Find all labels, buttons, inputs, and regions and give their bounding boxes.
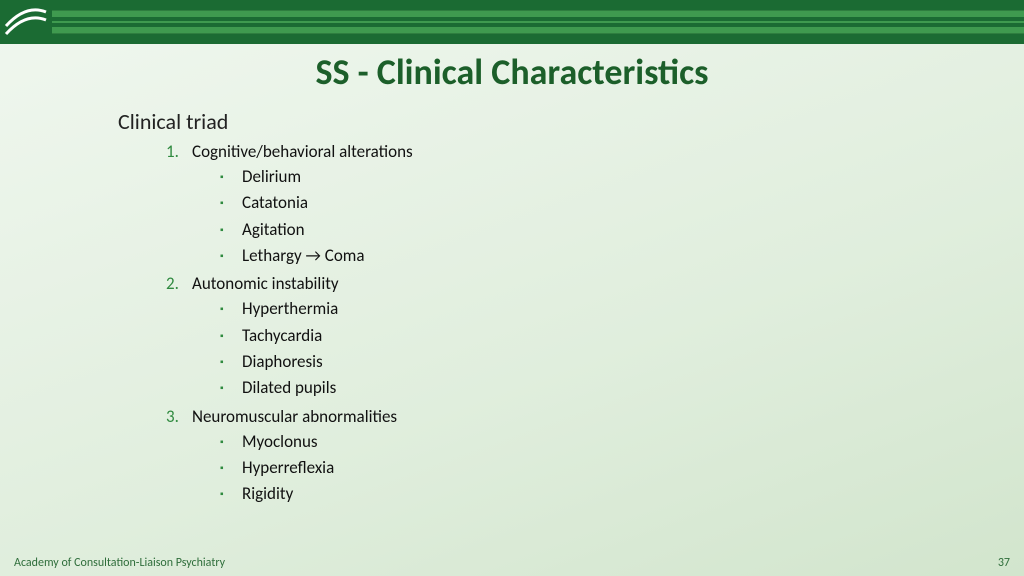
category-label: Autonomic instability bbox=[192, 273, 339, 294]
list-item-text: Catatonia bbox=[242, 192, 308, 213]
list-item-text: Lethargy → Coma bbox=[242, 245, 365, 266]
bullet-icon: ▪ bbox=[220, 486, 242, 502]
list-item: ▪Agitation bbox=[220, 217, 938, 243]
bullet-icon: ▪ bbox=[220, 195, 242, 211]
section-heading: Clinical triad bbox=[118, 108, 938, 135]
slide: SS - Clinical Characteristics Clinical t… bbox=[0, 0, 1024, 576]
list-item-text: Hyperthermia bbox=[242, 298, 338, 319]
list-item-text: Diaphoresis bbox=[242, 351, 323, 372]
list-item: ▪Delirium bbox=[220, 164, 938, 190]
list-item-text: Rigidity bbox=[242, 483, 293, 504]
list-item-text: Hyperreflexia bbox=[242, 457, 334, 478]
list-item: ▪Tachycardia bbox=[220, 323, 938, 349]
list-item: ▪Hyperreflexia bbox=[220, 455, 938, 481]
triad-category: 2.Autonomic instability▪Hyperthermia▪Tac… bbox=[166, 273, 938, 401]
list-item: ▪Myoclonus bbox=[220, 429, 938, 455]
header-bar-mid bbox=[0, 10, 1024, 34]
bullet-icon: ▪ bbox=[220, 328, 242, 344]
footer: Academy of Consultation-Liaison Psychiat… bbox=[0, 556, 1024, 570]
list-number: 3. bbox=[166, 406, 192, 427]
header-bar-top bbox=[0, 0, 1024, 10]
bullet-icon: ▪ bbox=[220, 222, 242, 238]
bullet-icon: ▪ bbox=[220, 248, 242, 264]
bullet-icon: ▪ bbox=[220, 169, 242, 185]
list-item: ▪Catatonia bbox=[220, 190, 938, 216]
bullet-icon: ▪ bbox=[220, 434, 242, 450]
list-item: ▪Dilated pupils bbox=[220, 375, 938, 401]
triad-category: 1.Cognitive/behavioral alterations▪Delir… bbox=[166, 141, 938, 269]
list-item-text: Myoclonus bbox=[242, 431, 318, 452]
bullet-icon: ▪ bbox=[220, 460, 242, 476]
list-item-text: Dilated pupils bbox=[242, 377, 336, 398]
slide-body: Clinical triad 1.Cognitive/behavioral al… bbox=[118, 108, 938, 512]
category-label: Neuromuscular abnormalities bbox=[192, 406, 397, 427]
triad-list: 1.Cognitive/behavioral alterations▪Delir… bbox=[118, 141, 938, 508]
list-item: ▪Diaphoresis bbox=[220, 349, 938, 375]
list-item-text: Delirium bbox=[242, 166, 301, 187]
list-item-text: Agitation bbox=[242, 219, 305, 240]
arc-logo-icon bbox=[4, 4, 48, 40]
list-number: 2. bbox=[166, 273, 192, 294]
list-item: ▪Rigidity bbox=[220, 481, 938, 507]
footer-left: Academy of Consultation-Liaison Psychiat… bbox=[14, 556, 225, 570]
bullet-icon: ▪ bbox=[220, 354, 242, 370]
sub-list: ▪Delirium▪Catatonia▪Agitation▪Lethargy →… bbox=[166, 164, 938, 269]
header-bar-bot bbox=[0, 34, 1024, 44]
logo-box bbox=[0, 0, 52, 44]
list-item-text: Tachycardia bbox=[242, 325, 322, 346]
triad-category: 3.Neuromuscular abnormalities▪Myoclonus▪… bbox=[166, 406, 938, 508]
footer-right: 37 bbox=[998, 556, 1010, 570]
list-item: ▪Hyperthermia bbox=[220, 296, 938, 322]
list-item: ▪Lethargy → Coma bbox=[220, 243, 938, 269]
bullet-icon: ▪ bbox=[220, 301, 242, 317]
category-label: Cognitive/behavioral alterations bbox=[192, 141, 413, 162]
bullet-icon: ▪ bbox=[220, 380, 242, 396]
sub-list: ▪Hyperthermia▪Tachycardia▪Diaphoresis▪Di… bbox=[166, 296, 938, 401]
slide-title: SS - Clinical Characteristics bbox=[0, 50, 1024, 94]
sub-list: ▪Myoclonus▪Hyperreflexia▪Rigidity bbox=[166, 429, 938, 508]
list-number: 1. bbox=[166, 141, 192, 162]
